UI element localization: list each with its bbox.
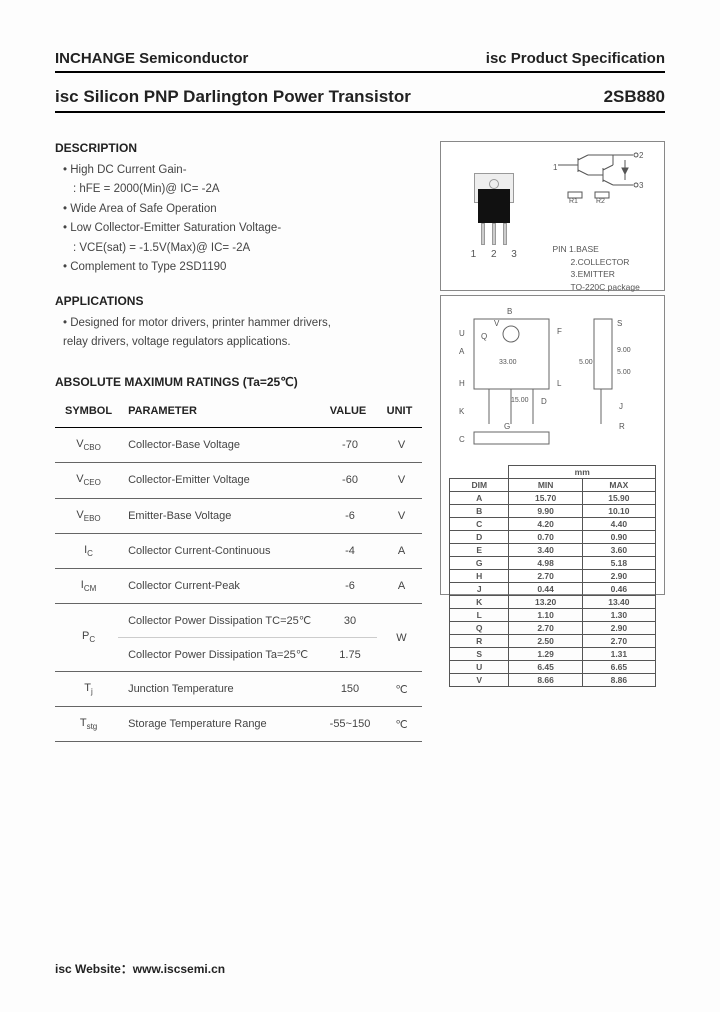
ratings-row: TjJunction Temperature150℃ <box>55 672 422 707</box>
desc-item: • Complement to Type 2SD1190 <box>63 258 422 276</box>
ratings-section: ABSOLUTE MAXIMUM RATINGS (Ta=25℃) SYMBOL… <box>55 375 422 742</box>
company-name: INCHANGE Semiconductor <box>55 50 248 67</box>
dim-row: E3.403.60 <box>450 544 656 557</box>
dim-row: J0.440.46 <box>450 583 656 596</box>
dim-row: K13.2013.40 <box>450 596 656 609</box>
svg-text:Q: Q <box>481 332 487 341</box>
desc-item: : VCE(sat) = -1.5V(Max)@ IC= -2A <box>63 239 422 257</box>
svg-text:33.00: 33.00 <box>499 359 517 366</box>
ratings-heading: ABSOLUTE MAXIMUM RATINGS (Ta=25℃) <box>55 375 422 389</box>
package-label: TO-220C package <box>553 281 659 294</box>
dim-row: H2.702.90 <box>450 570 656 583</box>
ratings-table: SYMBOL PARAMETER VALUE UNIT VCBOCollecto… <box>55 395 422 742</box>
mechanical-drawing-icon: B V A Q U F H L K D G C S <box>449 304 654 454</box>
dim-row: V8.668.86 <box>450 674 656 687</box>
col-parameter: PARAMETER <box>118 395 319 428</box>
dim-row: B9.9010.10 <box>450 505 656 518</box>
desc-item: : hFE = 2000(Min)@ IC= -2A <box>63 180 422 198</box>
datasheet-page: INCHANGE Semiconductor isc Product Speci… <box>0 0 720 1012</box>
svg-text:B: B <box>507 307 512 316</box>
svg-text:J: J <box>619 402 623 411</box>
pinout-labels: 1 2 3 R1 R2 PIN 1.BASE 2.COLLECTOR <box>547 142 665 290</box>
dim-row: L1.101.30 <box>450 609 656 622</box>
ratings-header-row: SYMBOL PARAMETER VALUE UNIT <box>55 395 422 428</box>
dim-col: MIN <box>509 479 582 492</box>
ratings-row: VEBOEmitter-Base Voltage-6V <box>55 498 422 533</box>
part-number: 2SB880 <box>604 87 665 107</box>
spec-label: isc Product Specification <box>486 50 665 67</box>
dim-row: U6.456.65 <box>450 661 656 674</box>
svg-text:A: A <box>459 347 465 356</box>
ratings-row: TstgStorage Temperature Range-55~150℃ <box>55 707 422 742</box>
svg-text:3: 3 <box>639 181 644 190</box>
dim-row: S1.291.31 <box>450 648 656 661</box>
description-heading: DESCRIPTION <box>55 141 422 155</box>
svg-text:D: D <box>541 397 547 406</box>
col-unit: UNIT <box>377 395 422 428</box>
ratings-row: PCCollector Power Dissipation TC=25℃30W <box>55 604 422 638</box>
svg-text:R2: R2 <box>596 198 605 205</box>
col-value: VALUE <box>319 395 377 428</box>
svg-text:C: C <box>459 435 465 444</box>
description-section: DESCRIPTION • High DC Current Gain- : hF… <box>55 141 422 276</box>
dim-row: C4.204.40 <box>450 518 656 531</box>
desc-item: • High DC Current Gain- <box>63 161 422 179</box>
header-rule <box>55 71 665 73</box>
applications-heading: APPLICATIONS <box>55 294 422 308</box>
svg-text:S: S <box>617 319 622 328</box>
title-rule <box>55 111 665 113</box>
right-column: 1 2 3 1 2 3 R1 R2 <box>440 141 665 742</box>
col-symbol: SYMBOL <box>55 395 118 428</box>
product-type: isc Silicon PNP Darlington Power Transis… <box>55 87 411 107</box>
dimensions-table: mm DIM MIN MAX A15.7015.90B9.9010.10C4.2… <box>449 465 656 687</box>
svg-text:15.00: 15.00 <box>511 397 529 404</box>
applications-text: • Designed for motor drivers, printer ha… <box>55 314 355 351</box>
dim-unit: mm <box>509 466 656 479</box>
pin-label: 3.EMITTER <box>553 268 659 281</box>
desc-item: • Low Collector-Emitter Saturation Volta… <box>63 219 422 237</box>
svg-text:2: 2 <box>639 151 644 160</box>
desc-item: • Wide Area of Safe Operation <box>63 200 422 218</box>
dim-row: G4.985.18 <box>450 557 656 570</box>
package-drawing: 1 2 3 <box>441 142 547 290</box>
dim-col: DIM <box>450 479 509 492</box>
svg-text:L: L <box>557 379 562 388</box>
dim-col: MAX <box>582 479 655 492</box>
svg-text:F: F <box>557 327 562 336</box>
svg-text:G: G <box>504 422 510 431</box>
ratings-row: ICMCollector Current-Peak-6A <box>55 568 422 603</box>
svg-text:K: K <box>459 407 465 416</box>
svg-text:U: U <box>459 329 465 338</box>
svg-text:1: 1 <box>553 163 558 172</box>
ratings-row: VCBOCollector-Base Voltage-70V <box>55 428 422 463</box>
ratings-row: ICCollector Current-Continuous-4A <box>55 533 422 568</box>
svg-text:5.00: 5.00 <box>579 359 593 366</box>
mechanical-drawing: B V A Q U F H L K D G C S <box>449 304 656 459</box>
ratings-row: VCEOCollector-Emitter Voltage-60V <box>55 463 422 498</box>
main-content: DESCRIPTION • High DC Current Gain- : hF… <box>55 141 665 742</box>
to220-icon <box>469 173 519 245</box>
footer-website: isc Website：www.iscsemi.cn <box>55 960 225 977</box>
dimensions-figure: B V A Q U F H L K D G C S <box>440 295 665 595</box>
svg-text:9.00: 9.00 <box>617 347 631 354</box>
darlington-circuit-icon: 1 2 3 R1 R2 <box>553 150 648 205</box>
page-header: INCHANGE Semiconductor isc Product Speci… <box>55 50 665 71</box>
pin-label: 2.COLLECTOR <box>553 256 659 269</box>
pin-numbers: 1 2 3 <box>465 249 523 260</box>
svg-text:R: R <box>619 422 625 431</box>
applications-section: APPLICATIONS • Designed for motor driver… <box>55 294 422 351</box>
svg-text:5.00: 5.00 <box>617 369 631 376</box>
pin-label: PIN 1.BASE <box>553 243 659 256</box>
left-column: DESCRIPTION • High DC Current Gain- : hF… <box>55 141 422 742</box>
description-list: • High DC Current Gain- : hFE = 2000(Min… <box>55 161 422 276</box>
dim-row: D0.700.90 <box>450 531 656 544</box>
title-row: isc Silicon PNP Darlington Power Transis… <box>55 85 665 111</box>
svg-text:V: V <box>494 319 500 328</box>
svg-text:R1: R1 <box>569 198 578 205</box>
pinout-figure: 1 2 3 1 2 3 R1 R2 <box>440 141 665 291</box>
dim-row: A15.7015.90 <box>450 492 656 505</box>
svg-text:H: H <box>459 379 465 388</box>
dim-row: Q2.702.90 <box>450 622 656 635</box>
dim-row: R2.502.70 <box>450 635 656 648</box>
